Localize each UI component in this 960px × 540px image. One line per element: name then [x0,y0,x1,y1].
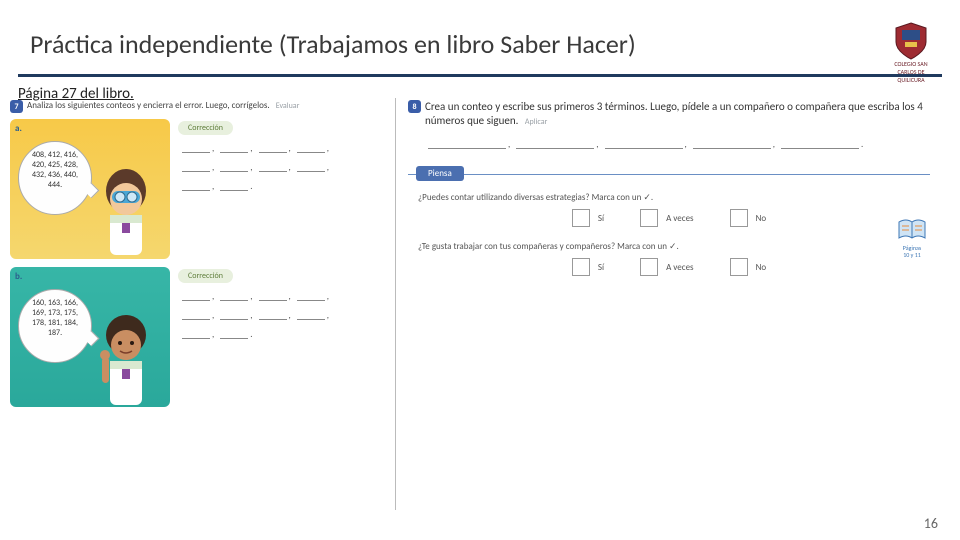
q8-blanks: , , , , . [428,139,930,150]
corr-label-b: Corrección [178,269,233,283]
left-column: 7 Analiza los siguientes conteos y encie… [8,98,396,510]
blank[interactable] [259,291,287,301]
blank[interactable] [259,162,287,172]
blank-row: , , , , [178,162,391,173]
exercise-a: a. 408, 412, 416, 420, 425, 428, 432, 43… [10,119,391,259]
checkbox[interactable] [640,258,658,276]
blank[interactable] [297,162,325,172]
checkbox[interactable] [730,258,748,276]
opt-no: No [730,209,767,227]
kid-a-illustration [84,151,164,259]
blank[interactable] [182,329,210,339]
corr-label-a: Corrección [178,121,233,135]
opt-yes: Sí [572,209,604,227]
blank[interactable] [182,181,210,191]
bubble-b: 160, 163, 166, 169, 173, 175, 178, 181, … [18,289,92,363]
blank-row: , , , , [178,143,391,154]
opt-sometimes: A veces [640,258,694,276]
piensa-line [408,174,930,175]
check-row-1: Sí A veces No [408,209,930,227]
book-ref-icon: Páginas 10 y 11 [894,218,930,260]
blank[interactable] [182,162,210,172]
right-column: 8 Crea un conteo y escribe sus primeros … [396,98,936,510]
blank[interactable] [182,143,210,153]
checkbox[interactable] [730,209,748,227]
blank[interactable] [428,139,506,149]
checkbox[interactable] [640,209,658,227]
blank[interactable] [516,139,594,149]
opt-yes: Sí [572,258,604,276]
blank[interactable] [297,310,325,320]
bubble-a: 408, 412, 416, 420, 425, 428, 432, 436, … [18,141,92,215]
blank[interactable] [297,143,325,153]
piensa-ask1: ¿Puedes contar utilizando diversas estra… [418,192,930,203]
blank[interactable] [220,291,248,301]
q7-tag: Evaluar [276,101,300,111]
letter-a: a. [15,123,22,134]
opt-sometimes: A veces [640,209,694,227]
workbook-area: 7 Analiza los siguientes conteos y encie… [8,98,936,510]
q8-tag: Aplicar [525,117,547,127]
checkbox[interactable] [572,209,590,227]
blank-row: , . [178,329,391,340]
blank[interactable] [259,143,287,153]
card-a: a. 408, 412, 416, 420, 425, 428, 432, 43… [10,119,170,259]
check-row-2: Sí A veces No [408,258,930,276]
blank[interactable] [605,139,683,149]
q7-number: 7 [10,100,23,113]
book-ref-line2: 10 y 11 [894,252,930,259]
blank[interactable] [259,310,287,320]
kid-b-illustration [84,299,164,407]
blank[interactable] [182,291,210,301]
slide-title: Práctica independiente (Trabajamos en li… [30,28,636,60]
blank-row: , , , , [178,291,391,302]
correction-b: Corrección , , , , , , , , , . [178,267,391,407]
q8-number: 8 [408,100,421,113]
blank-row: , , , , [178,310,391,321]
blank[interactable] [220,181,248,191]
opt-no: No [730,258,767,276]
blank-row: , . [178,181,391,192]
blank[interactable] [693,139,771,149]
piensa-ask2: ¿Te gusta trabajar con tus compañeras y … [418,241,930,252]
letter-b: b. [15,271,22,282]
blank[interactable] [781,139,859,149]
school-logo: COLEGIO SAN CARLOS DE QUILICURA [892,22,930,66]
blank[interactable] [182,310,210,320]
blank[interactable] [220,162,248,172]
blank[interactable] [220,310,248,320]
q7-header: 7 Analiza los siguientes conteos y encie… [10,100,391,113]
card-b: b. 160, 163, 166, 169, 173, 175, 178, 18… [10,267,170,407]
q8-header: 8 Crea un conteo y escribe sus primeros … [408,100,930,129]
slide-page-number: 16 [924,515,938,532]
piensa-section: Piensa [408,166,930,182]
piensa-label: Piensa [416,166,464,181]
correction-a: Corrección , , , , , , , , , . [178,119,391,259]
exercise-b: b. 160, 163, 166, 169, 173, 175, 178, 18… [10,267,391,407]
blank[interactable] [220,143,248,153]
logo-caption: COLEGIO SAN CARLOS DE QUILICURA [892,60,930,84]
q8-text: Crea un conteo y escribe sus primeros 3 … [425,100,930,129]
blank[interactable] [220,329,248,339]
checkbox[interactable] [572,258,590,276]
blank[interactable] [297,291,325,301]
q7-text: Analiza los siguientes conteos y encierr… [27,100,299,112]
